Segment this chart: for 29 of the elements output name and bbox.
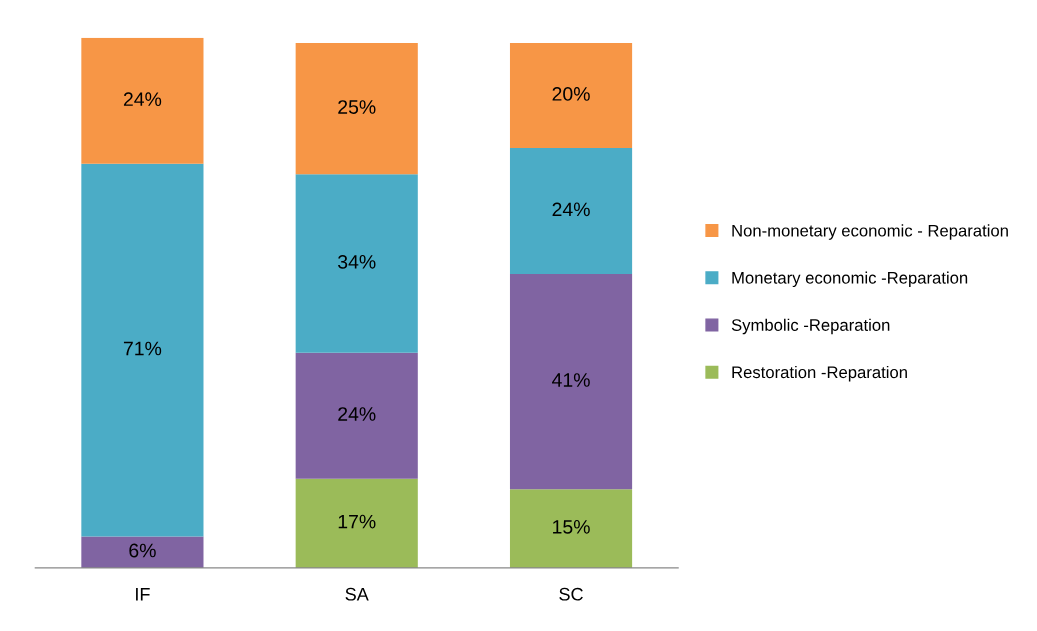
x-tick-label: SC	[559, 587, 583, 601]
legend-label: Symbolic -Reparation	[731, 318, 890, 335]
bar	[509, 148, 633, 275]
bar	[509, 43, 633, 149]
bar	[81, 163, 204, 537]
bar	[81, 536, 204, 568]
data-label: 24%	[338, 407, 376, 421]
data-label: 15%	[553, 520, 590, 534]
legend-label: Non-monetary economic - Reparation	[732, 224, 1008, 240]
data-label: 34%	[338, 254, 376, 269]
bar	[295, 352, 418, 479]
legend-label: Restoration -Reparation	[732, 365, 907, 382]
data-label: 71%	[123, 341, 162, 356]
legend-label: Monetary economic -Reparation	[732, 271, 968, 288]
data-label: 24%	[552, 202, 590, 217]
x-tick-label: IF	[136, 588, 150, 601]
bar	[509, 489, 633, 568]
data-label: 25%	[338, 100, 376, 114]
data-label: 6%	[129, 543, 156, 558]
bar	[295, 174, 418, 353]
data-label: 41%	[552, 373, 590, 387]
bar	[509, 274, 633, 490]
bar	[295, 43, 418, 175]
x-tick-label: SA	[345, 587, 369, 601]
data-label: 17%	[338, 514, 376, 529]
bar	[81, 37, 204, 164]
data-label: 24%	[123, 92, 162, 106]
data-label: 20%	[552, 87, 590, 101]
bar	[295, 478, 418, 568]
